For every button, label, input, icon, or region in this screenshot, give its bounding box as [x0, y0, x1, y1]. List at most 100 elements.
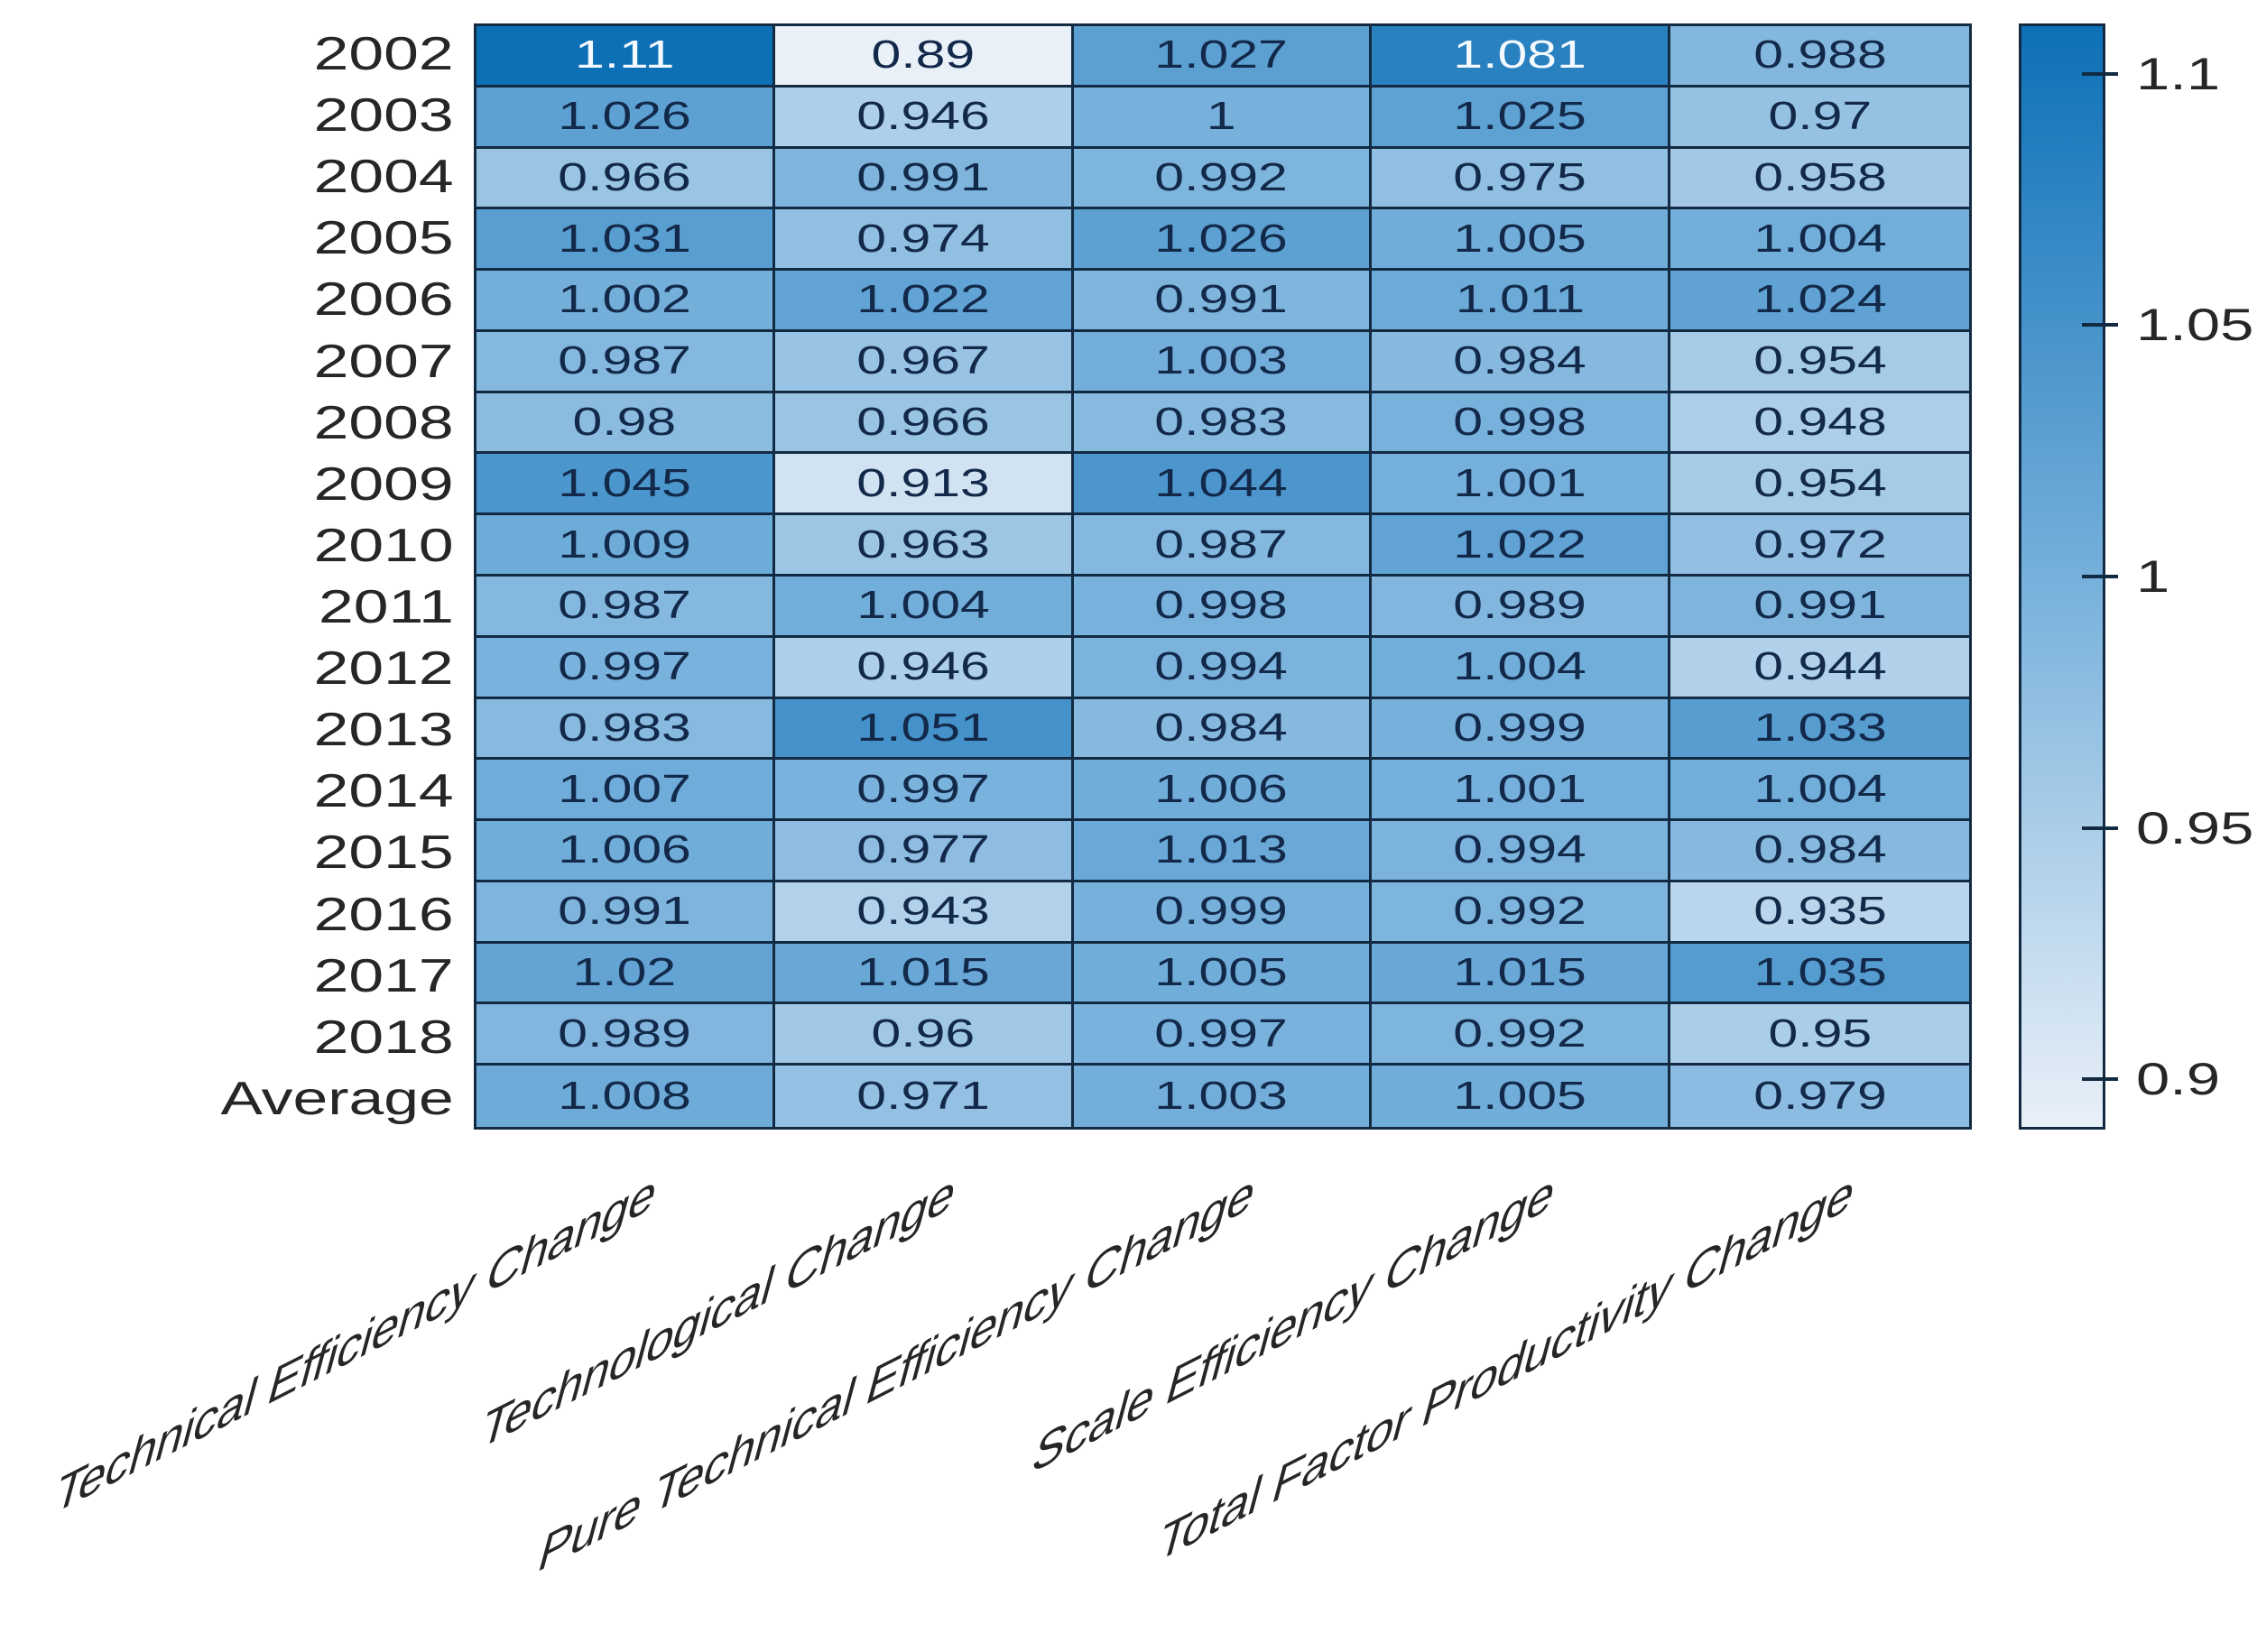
heatmap-cell: 0.991 — [1670, 577, 1969, 638]
heatmap-cell: 0.987 — [1073, 515, 1373, 577]
y-tick-label-text: 2015 — [313, 826, 454, 880]
cell-value: 1.007 — [558, 766, 691, 811]
heatmap-cell: 1.081 — [1372, 26, 1671, 88]
cell-value: 1.02 — [572, 950, 677, 995]
heatmap-cell: 0.966 — [774, 392, 1074, 455]
cell-value: 0.944 — [1753, 644, 1887, 689]
colorbar-tick-mark — [2082, 826, 2118, 830]
heatmap-cell: 0.977 — [774, 821, 1074, 882]
cell-value: 1.001 — [1453, 460, 1587, 505]
cell-value: 1.026 — [558, 94, 691, 139]
cell-value: 1.003 — [1154, 338, 1289, 383]
heatmap-cell: 1.004 — [774, 577, 1074, 638]
cell-value: 1.015 — [1453, 950, 1587, 995]
y-tick-label-text: 2016 — [313, 888, 454, 941]
heatmap-cell: 0.935 — [1670, 881, 1969, 944]
cell-value: 0.991 — [558, 889, 691, 934]
y-tick-label-text: 2014 — [313, 765, 454, 818]
heatmap-cell: 1.044 — [1073, 454, 1373, 516]
cell-value: 0.992 — [1453, 1011, 1587, 1056]
colorbar-tick-label-text: 1 — [2136, 551, 2170, 602]
y-tick-label: 2010 — [0, 515, 454, 577]
y-tick-label: 2014 — [0, 761, 454, 822]
y-tick-label: 2015 — [0, 822, 454, 883]
cell-value: 1.031 — [558, 216, 691, 261]
heatmap-cell: 0.997 — [476, 637, 775, 699]
cell-value: 1.004 — [1453, 644, 1587, 689]
heatmap-cell: 1.015 — [1372, 943, 1671, 1005]
y-tick-label-text: 2002 — [313, 28, 454, 81]
heatmap-cell: 1.022 — [1372, 515, 1671, 577]
y-tick-label-text: 2009 — [313, 457, 454, 511]
cell-value: 0.999 — [1154, 889, 1289, 934]
cell-value: 1.006 — [1154, 766, 1289, 811]
heatmap-cell: 0.946 — [774, 87, 1074, 149]
heatmap-cell: 0.999 — [1372, 698, 1671, 761]
y-tick-label: 2007 — [0, 331, 454, 392]
cell-value: 0.954 — [1753, 338, 1887, 383]
cell-value: 0.987 — [558, 583, 691, 628]
heatmap-cell: 0.994 — [1073, 637, 1373, 699]
cell-value: 1 — [1207, 94, 1236, 139]
heatmap-cell: 1.013 — [1073, 821, 1373, 882]
cell-value: 0.95 — [1768, 1011, 1872, 1056]
y-tick-label: 2003 — [0, 85, 454, 146]
y-tick-label-text: 2011 — [319, 581, 454, 634]
heatmap-cell: 0.96 — [774, 1004, 1074, 1066]
y-tick-label-text: 2005 — [313, 212, 454, 265]
heatmap-cell: 0.987 — [476, 577, 775, 638]
cell-value: 1.024 — [1753, 277, 1887, 322]
heatmap-cell: 0.998 — [1372, 392, 1671, 455]
heatmap-cell: 0.966 — [476, 148, 775, 210]
cell-value: 0.966 — [558, 154, 691, 199]
heatmap-cell: 1.027 — [1073, 26, 1373, 88]
cell-value: 0.971 — [856, 1074, 990, 1119]
y-tick-label-text: 2003 — [313, 89, 454, 143]
cell-value: 0.989 — [1453, 583, 1587, 628]
cell-value: 1.022 — [1453, 521, 1587, 567]
heatmap-cell: 1.003 — [1073, 1066, 1373, 1127]
cell-value: 0.96 — [871, 1011, 976, 1056]
cell-value: 0.943 — [856, 889, 990, 934]
y-tick-label-text: 2012 — [313, 642, 454, 696]
heatmap-cell: 0.954 — [1670, 454, 1969, 516]
heatmap-cell: 0.972 — [1670, 515, 1969, 577]
cell-value: 1.033 — [1753, 705, 1887, 750]
heatmap-cell: 1.005 — [1372, 1066, 1671, 1127]
heatmap-cell: 0.974 — [774, 209, 1074, 272]
heatmap-cell: 1.015 — [774, 943, 1074, 1005]
cell-value: 1.004 — [1753, 216, 1887, 261]
heatmap-cell: 0.946 — [774, 637, 1074, 699]
y-tick-label: 2004 — [0, 146, 454, 208]
cell-value: 0.987 — [558, 338, 691, 383]
x-tick-label: Technological Change — [474, 1159, 965, 1462]
y-tick-label: 2008 — [0, 392, 454, 454]
colorbar-tick-label-text: 1.1 — [2136, 48, 2221, 99]
y-tick-label: 2012 — [0, 638, 454, 699]
heatmap-cell: 1.031 — [476, 209, 775, 272]
heatmap-cell: 0.992 — [1073, 148, 1373, 210]
heatmap-cell: 0.913 — [774, 454, 1074, 516]
cell-value: 0.979 — [1753, 1074, 1887, 1119]
heatmap-grid: 1.11 0.89 1.027 1.081 0.988 1.026 0.946 1 1.025 0… — [474, 23, 1972, 1130]
cell-value: 1.11 — [574, 32, 675, 78]
heatmap-cell: 1.02 — [476, 943, 775, 1005]
heatmap-cell: 0.983 — [476, 698, 775, 761]
cell-value: 1.022 — [856, 277, 990, 322]
cell-value: 0.984 — [1453, 338, 1587, 383]
y-tick-label: 2006 — [0, 269, 454, 330]
heatmap-cell: 0.998 — [1073, 577, 1373, 638]
y-tick-label: 2017 — [0, 946, 454, 1007]
cell-value: 1.004 — [1753, 766, 1887, 811]
y-tick-label-text: Average — [220, 1072, 454, 1125]
heatmap-cell: 0.984 — [1670, 821, 1969, 882]
cell-value: 0.977 — [856, 827, 990, 872]
cell-value: 1.005 — [1453, 216, 1587, 261]
y-tick-label: 2018 — [0, 1007, 454, 1068]
x-tick-label: Technical Efficiency Change — [47, 1159, 665, 1527]
x-tick-label: Scale Efficiency Change — [1026, 1159, 1564, 1486]
heatmap-cell: 0.994 — [1372, 821, 1671, 882]
heatmap-cell: 0.989 — [1372, 577, 1671, 638]
cell-value: 1.006 — [558, 827, 691, 872]
heatmap-cell: 1.006 — [1073, 760, 1373, 822]
